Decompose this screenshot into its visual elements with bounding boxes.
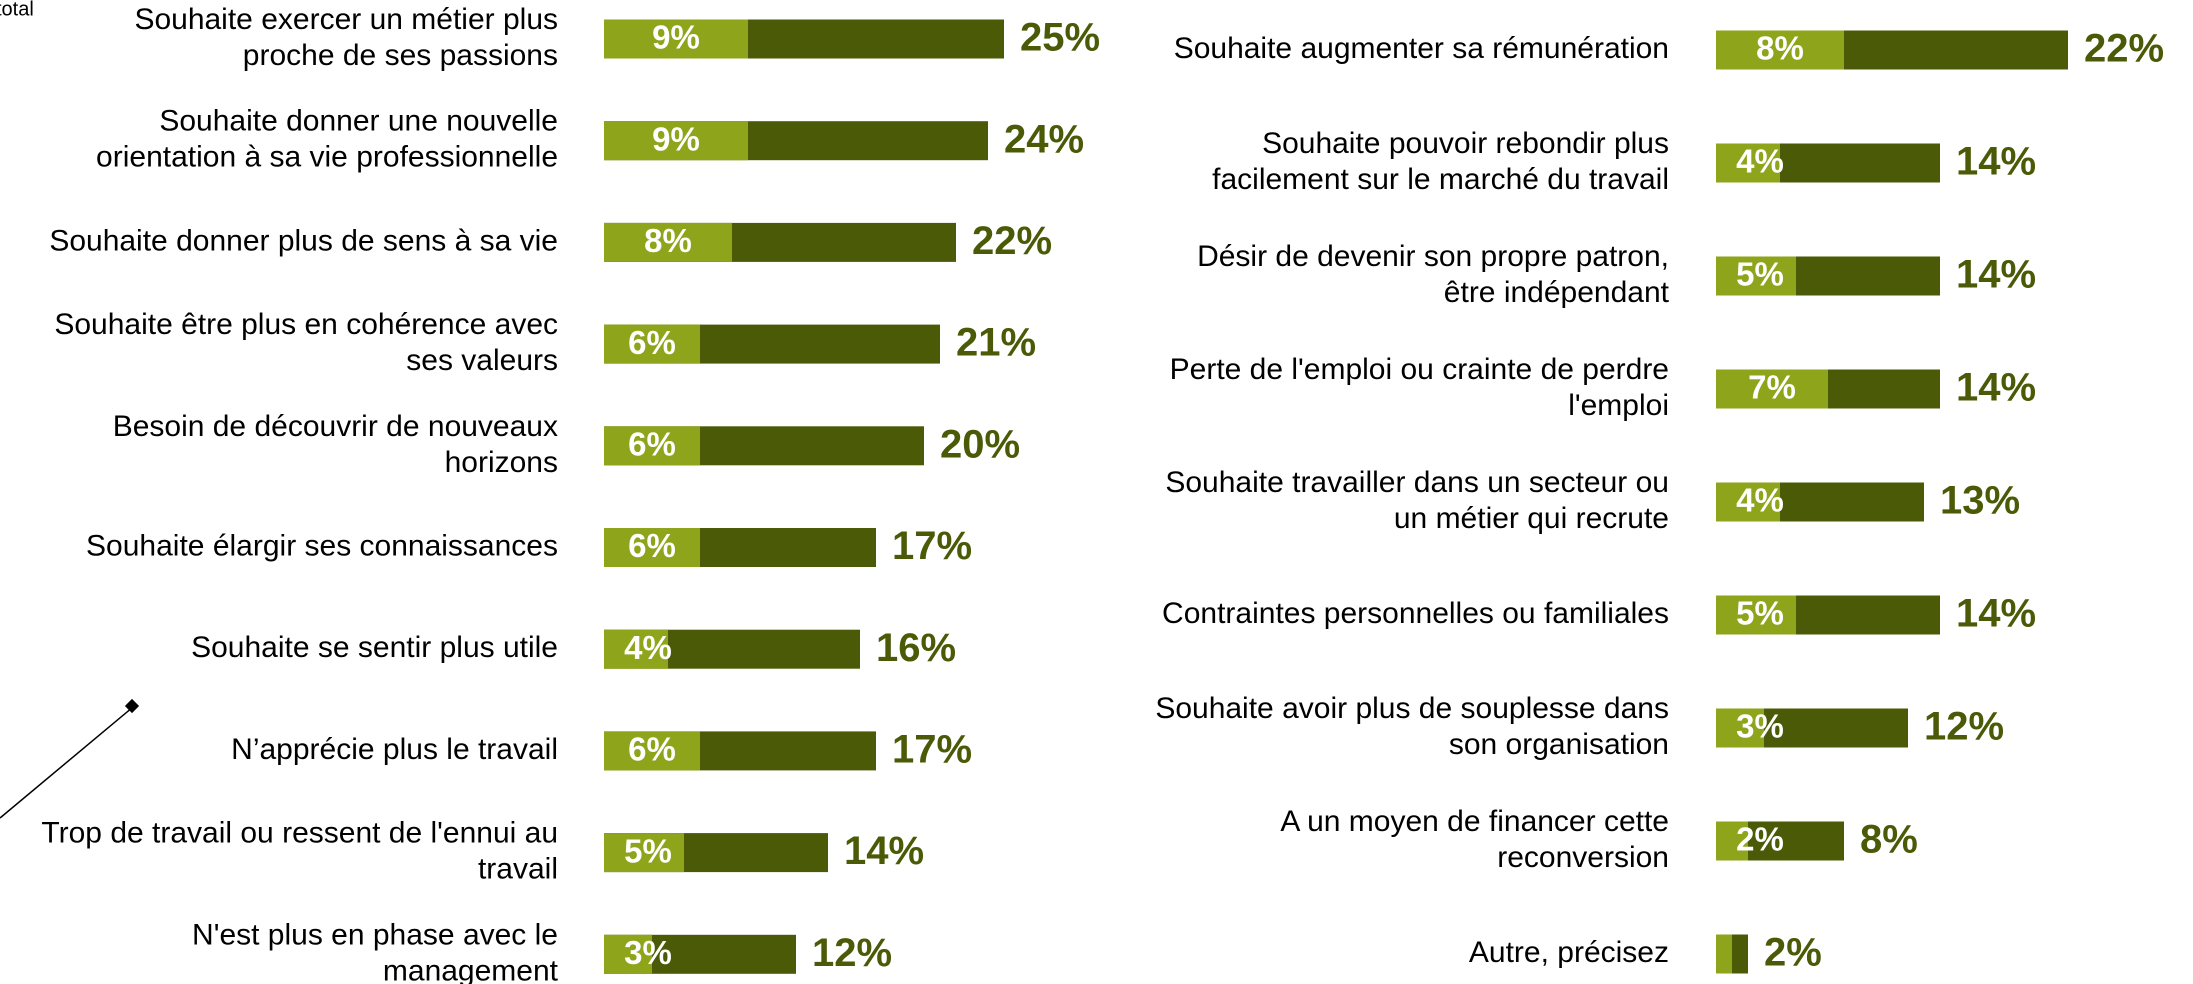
segment-label: 2% xyxy=(1736,821,1784,858)
bar-segment xyxy=(1716,256,1796,296)
category-label: Perte de l'emploi ou crainte de perdre l'… xyxy=(1170,353,1669,422)
category-label: Souhaite se sentir plus utile xyxy=(191,631,558,664)
value-label: 8% xyxy=(1860,818,1918,862)
leader-marker xyxy=(124,698,140,714)
bar-segment xyxy=(1716,708,1764,748)
category-label: Souhaite élargir ses connaissances xyxy=(86,529,558,562)
bar-segment xyxy=(604,629,668,669)
bar-segment xyxy=(604,426,700,466)
annotation: total xyxy=(0,0,34,20)
category-label: Contraintes personnelles ou familiales xyxy=(1162,597,1669,630)
category-label: Souhaite donner une nouvelle orientation … xyxy=(96,105,558,174)
segment-label: 9% xyxy=(652,19,700,56)
bar-segment xyxy=(1716,30,1844,70)
value-label: 2% xyxy=(1764,931,1822,975)
bar-segment xyxy=(1716,482,1780,522)
category-label: Souhaite exercer un métier plus proche de… xyxy=(134,3,558,72)
value-label: 14% xyxy=(1956,592,2036,636)
category-label: A un moyen de financer cette reconversion xyxy=(1280,805,1669,874)
bar-segment xyxy=(604,833,684,873)
segment-label: 8% xyxy=(1756,30,1804,67)
value-label: 14% xyxy=(1956,140,2036,184)
segment-label: 3% xyxy=(624,934,672,971)
value-label: 25% xyxy=(1020,16,1100,60)
value-label: 22% xyxy=(2084,27,2164,71)
segment-label: 6% xyxy=(628,324,676,361)
segment-label: 6% xyxy=(628,731,676,768)
bar-segment xyxy=(604,528,700,567)
segment-label: 5% xyxy=(1736,256,1784,293)
bar-segment xyxy=(604,121,748,161)
value-label: 17% xyxy=(892,727,972,771)
segment-label: 9% xyxy=(652,120,700,157)
category-label: Souhaite augmenter sa rémunération xyxy=(1174,32,1669,65)
bar-segment xyxy=(1716,369,1828,409)
segment-label: 6% xyxy=(628,527,676,564)
value-label: 20% xyxy=(940,422,1020,466)
category-label: Désir de devenir son propre patron, être … xyxy=(1197,240,1670,309)
bar-segment xyxy=(1716,934,1732,974)
category-label: Besoin de découvrir de nouveaux horizons xyxy=(113,410,558,479)
value-label: 21% xyxy=(956,321,1036,365)
value-label: 14% xyxy=(1956,366,2036,410)
bar-segment xyxy=(1716,595,1796,635)
segment-label: 4% xyxy=(1736,143,1784,180)
category-label: N'est plus en phase avec le management xyxy=(192,918,559,984)
bar-segment xyxy=(1716,143,1780,183)
value-label: 22% xyxy=(972,219,1052,263)
value-label: 14% xyxy=(844,829,924,873)
segment-label: 8% xyxy=(644,222,692,259)
value-label: 12% xyxy=(1924,705,2004,749)
segment-label: 5% xyxy=(624,832,672,869)
bar-segment xyxy=(604,731,700,771)
segment-label: 5% xyxy=(1736,595,1784,632)
segment-label: 4% xyxy=(1736,482,1784,519)
segment-label: 6% xyxy=(628,426,676,463)
category-label: Souhaite avoir plus de souplesse dans son… xyxy=(1155,692,1669,761)
bar-segment xyxy=(1716,821,1748,861)
value-label: 13% xyxy=(1940,479,2020,523)
segment-label: 4% xyxy=(624,629,672,666)
value-label: 14% xyxy=(1956,253,2036,297)
segment-label: 3% xyxy=(1736,708,1784,745)
leader-line xyxy=(0,706,134,819)
category-label: Souhaite pouvoir rebondir plus facilement… xyxy=(1212,127,1669,196)
value-label: 17% xyxy=(892,524,972,568)
value-label: 24% xyxy=(1004,117,1084,161)
category-label: Souhaite donner plus de sens à sa vie xyxy=(49,224,558,257)
bar-segment xyxy=(604,934,652,974)
category-label: N’apprécie plus le travail xyxy=(231,733,558,766)
category-label: Souhaite être plus en cohérence avec ses … xyxy=(54,308,558,377)
segment-label: 7% xyxy=(1748,369,1796,406)
category-label: Trop de travail ou ressent de l'ennui au… xyxy=(41,817,558,886)
bar-segment xyxy=(604,19,748,59)
category-label: Souhaite travailler dans un secteur ou un… xyxy=(1165,466,1669,535)
bar-segment xyxy=(604,222,732,262)
bar-segment xyxy=(604,324,700,364)
value-label: 16% xyxy=(876,626,956,670)
value-label: 12% xyxy=(812,931,892,975)
category-label: Autre, précisez xyxy=(1469,936,1669,969)
